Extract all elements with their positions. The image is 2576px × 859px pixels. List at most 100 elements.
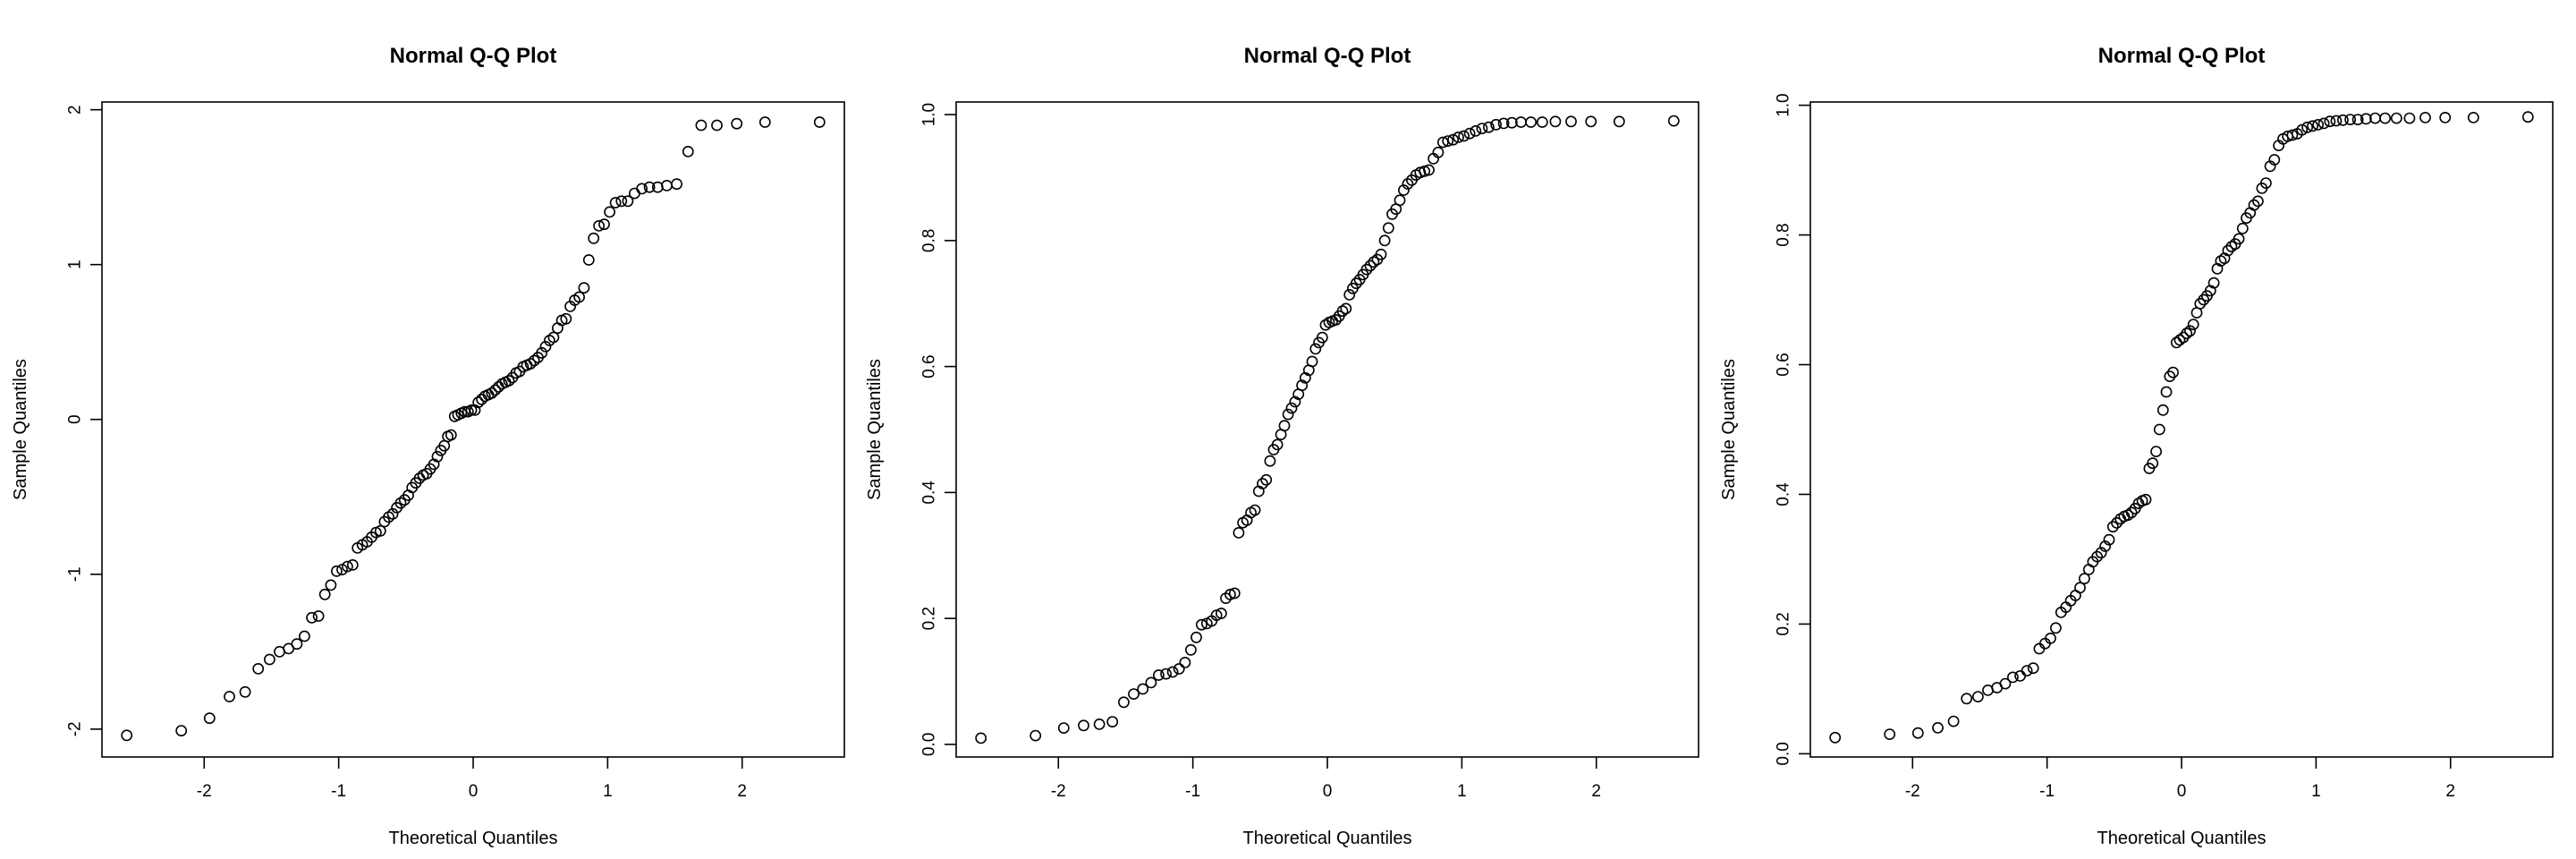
x-tick-label: -2 [197, 782, 212, 801]
data-point [1173, 663, 1185, 675]
x-tick-label: 1 [603, 782, 613, 801]
data-point [598, 218, 610, 231]
data-point [2021, 665, 2033, 676]
data-point [1432, 146, 1445, 158]
y-tick-label: -2 [66, 721, 85, 736]
data-point [318, 588, 331, 600]
data-point [2312, 118, 2324, 131]
y-axis-label: Sample Quantiles [865, 359, 885, 500]
data-point [1497, 117, 1510, 130]
data-point [1185, 643, 1197, 656]
data-point [2150, 446, 2162, 457]
qq-panel-2: Normal Q-Q Plot Theoretical Quantiles Sa… [865, 44, 1699, 848]
data-point [1463, 127, 1476, 140]
data-point [1360, 263, 1373, 276]
data-point [2467, 111, 2479, 123]
data-point [374, 524, 386, 537]
data-point [263, 653, 275, 666]
data-point [503, 375, 515, 387]
data-point [431, 450, 444, 463]
x-tick-label: -1 [2039, 782, 2055, 801]
data-point [1375, 248, 1387, 260]
data-point [306, 611, 318, 624]
data-point [2106, 521, 2119, 533]
data-point [1282, 408, 1294, 421]
data-point [695, 119, 708, 132]
data-point [1343, 288, 1356, 301]
data-point [394, 497, 407, 509]
data-point [2181, 327, 2193, 340]
data-point [2167, 366, 2179, 378]
data-point [1490, 118, 1502, 131]
data-point [2157, 404, 2169, 416]
data-point [2324, 115, 2336, 128]
points [1829, 111, 2534, 744]
data-point [291, 638, 303, 651]
data-point [2049, 622, 2062, 634]
data-point [1394, 194, 1406, 207]
data-point [1613, 115, 1625, 128]
data-point [1947, 715, 1960, 727]
data-point [1160, 668, 1172, 680]
data-point [1249, 504, 1261, 516]
y-tick-label: 1 [66, 259, 85, 269]
data-point [636, 183, 648, 195]
data-point [661, 179, 673, 191]
y-tick-label: 0.8 [1775, 223, 1793, 246]
data-point [1264, 455, 1276, 467]
data-point [1961, 693, 1973, 705]
y-tick-label: 0.2 [920, 607, 939, 630]
data-point [312, 610, 325, 622]
data-point [1309, 343, 1322, 355]
y-tick-label: 1.0 [920, 103, 939, 126]
chart-title: Normal Q-Q Plot [2098, 44, 2266, 68]
x-axis: -2 -1 0 1 2 [197, 757, 747, 801]
data-point [1296, 379, 1308, 392]
data-point [1191, 631, 1202, 643]
data-point [346, 559, 359, 571]
data-point [2330, 115, 2343, 127]
x-tick-label: 1 [1457, 782, 1467, 801]
x-tick-label: -2 [1051, 782, 1066, 801]
data-point [588, 232, 600, 244]
data-point [560, 312, 572, 325]
data-point [2125, 506, 2138, 519]
data-point [472, 396, 485, 409]
data-point [2147, 457, 2159, 470]
data-point [2390, 112, 2402, 124]
y-tick-label: -1 [66, 566, 85, 582]
data-point [1224, 589, 1236, 600]
data-point [1285, 402, 1298, 414]
x-axis-label: Theoretical Quantiles [1243, 829, 1412, 848]
data-point [629, 187, 640, 200]
data-point [2248, 199, 2260, 211]
data-point [2187, 319, 2199, 330]
data-point [539, 340, 552, 353]
data-point [1030, 729, 1042, 742]
data-point [2351, 114, 2364, 125]
y-axis: 0.0 0.2 0.4 0.6 0.8 1.0 [920, 103, 956, 756]
x-tick-label: -2 [1905, 782, 1920, 801]
data-point [582, 254, 595, 266]
data-point [2074, 582, 2086, 594]
data-point [758, 116, 771, 128]
data-point [2095, 547, 2107, 559]
data-point [1505, 116, 1518, 129]
data-point [1316, 331, 1328, 344]
data-point [330, 565, 343, 577]
data-point [1330, 314, 1342, 326]
points [121, 116, 826, 742]
y-axis-label: Sample Quantiles [11, 359, 30, 500]
x-axis: -2 -1 0 1 2 [1905, 757, 2455, 801]
data-point [1233, 527, 1245, 539]
data-point [2140, 493, 2152, 506]
data-point [252, 663, 265, 675]
data-point [486, 387, 498, 399]
data-point [593, 219, 605, 232]
data-point [2078, 573, 2090, 585]
qq-panel-3: Normal Q-Q Plot Theoretical Quantiles Sa… [1719, 44, 2554, 848]
data-point [609, 197, 622, 208]
data-point [2259, 177, 2272, 189]
data-point [1667, 115, 1680, 127]
x-axis-label: Theoretical Quantiles [2097, 829, 2267, 848]
